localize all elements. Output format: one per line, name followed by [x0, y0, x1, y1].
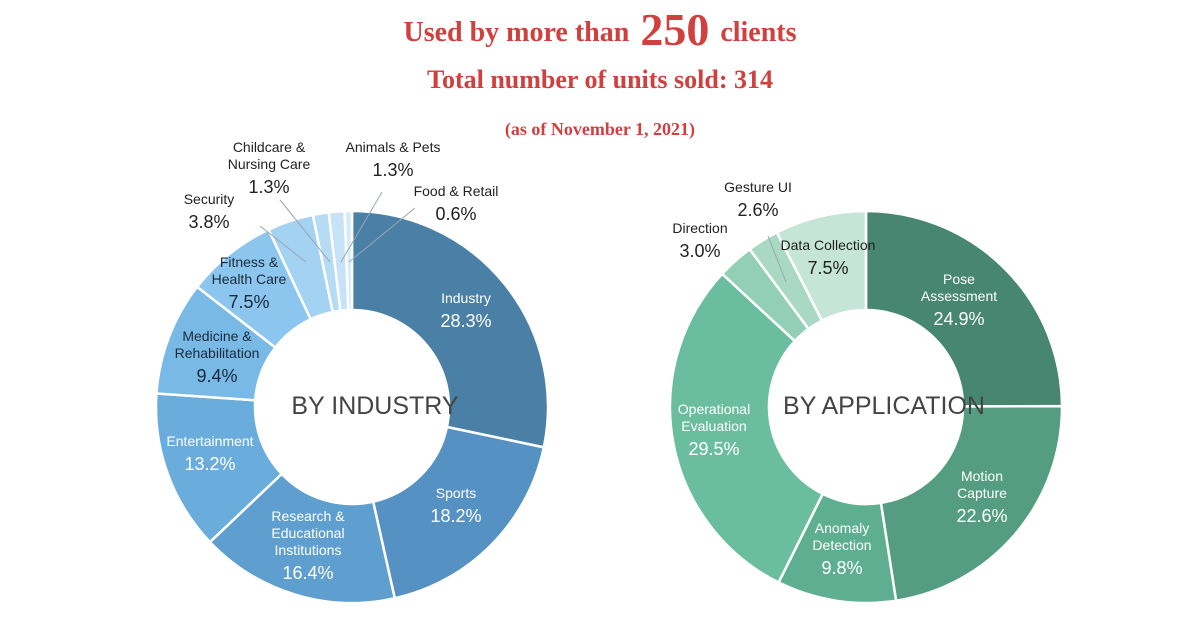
slice-name-line: Gesture UI [724, 179, 792, 195]
slice-sports [371, 425, 546, 600]
slice-value-animals-and-pets: 1.3% [372, 160, 413, 180]
slice-label-medicine-and-rehabilitation: Medicine & Rehabilitation 9.4% [175, 328, 260, 386]
slice-value-anomaly-detection: 9.8% [821, 558, 862, 578]
donut-by-industry: Industry 28.3% Sports 18.2% Research & Educat… [154, 139, 550, 605]
slice-value-pose-assessment: 24.9% [933, 309, 984, 329]
slice-value-entertainment: 13.2% [184, 454, 235, 474]
slice-value-data-collection: 7.5% [807, 258, 848, 278]
slice-name-line: Security [184, 191, 235, 207]
slice-name-line: Direction [672, 220, 727, 236]
donut-by-application: Pose Assessment 24.9% Motion Capture 22.6% Ano… [668, 179, 1064, 605]
slice-name-line: Medicine & [182, 328, 252, 344]
slice-name-line: Food & Retail [414, 183, 499, 199]
leader-line-animals-and-pets [340, 191, 383, 263]
slice-name-line: Evaluation [681, 418, 746, 434]
slice-name-line: Anomaly [815, 520, 869, 536]
slice-name-line: Nursing Care [228, 156, 311, 172]
slice-name-line: Industry [441, 290, 491, 306]
slice-value-direction: 3.0% [679, 241, 720, 261]
slice-label-operational-evaluation: Operational Evaluation 29.5% [678, 401, 750, 459]
slice-name-line: Data Collection [781, 237, 876, 253]
slice-name-line: Pose [943, 271, 975, 287]
slice-value-industry: 28.3% [440, 311, 491, 331]
slice-label-anomaly-detection: Anomaly Detection 9.8% [812, 520, 871, 578]
slice-label-direction: Direction 3.0% [672, 220, 727, 261]
leader-line-childcare-and-nursing-care [279, 199, 331, 263]
slice-food-and-retail [343, 209, 354, 312]
slice-label-pose-assessment: Pose Assessment 24.9% [921, 271, 997, 329]
slice-name-line: Entertainment [166, 433, 253, 449]
slice-label-entertainment: Entertainment 13.2% [166, 433, 253, 474]
slice-motion-capture [879, 404, 1064, 603]
slice-label-motion-capture: Motion Capture 22.6% [956, 468, 1007, 526]
headline-prefix: Used by more than [403, 17, 630, 48]
slice-data-collection [775, 209, 868, 323]
headline-units-sold: Total number of units sold: 314 [426, 65, 774, 94]
leader-line-security [259, 225, 307, 263]
slice-name-line: Detection [812, 537, 871, 553]
slice-label-industry: Industry 28.3% [440, 290, 491, 331]
headline-suffix: clients [720, 17, 797, 48]
slice-name-line: Assessment [921, 288, 997, 304]
slice-name-line: Health Care [212, 271, 287, 287]
slice-value-motion-capture: 22.6% [956, 506, 1007, 526]
headline-client-count: 250 [640, 4, 710, 55]
slice-label-food-and-retail: Food & Retail 0.6% [414, 183, 499, 224]
chart-title-by-industry: BY INDUSTRY [291, 392, 459, 420]
slice-name-line: Animals & Pets [346, 139, 441, 155]
slice-label-data-collection: Data Collection 7.5% [781, 237, 876, 278]
leader-line-gesture-ui [767, 235, 787, 283]
leader-line-food-and-retail [348, 207, 416, 263]
slice-name-line: Educational [271, 525, 344, 541]
slice-name-line: Motion [961, 468, 1003, 484]
slice-name-line: Institutions [275, 542, 342, 558]
slice-name-line: Capture [957, 485, 1007, 501]
slice-name-line: Rehabilitation [175, 345, 260, 361]
slice-value-childcare-and-nursing-care: 1.3% [248, 177, 289, 197]
slice-name-line: Fitness & [220, 254, 279, 270]
slice-pose-assessment [864, 209, 1064, 408]
slice-label-fitness-and-health-care: Fitness & Health Care 7.5% [212, 254, 287, 312]
slice-research-and-educational-institutions [208, 472, 397, 605]
slice-label-gesture-ui: Gesture UI 2.6% [724, 179, 792, 220]
slice-name-line: Operational [678, 401, 750, 417]
slice-name-line: Research & [271, 508, 345, 524]
headline-clients: Used by more than 250 clients [0, 7, 1200, 55]
slice-name-line: Childcare & [233, 139, 306, 155]
slice-value-research-and-educational-institutions: 16.4% [282, 563, 333, 583]
slice-label-research-and-educational-institutions: Research & Educational Institutions 16.4% [271, 508, 345, 583]
slice-value-fitness-and-health-care: 7.5% [228, 292, 269, 312]
slice-industry [350, 209, 550, 449]
slice-value-security: 3.8% [188, 212, 229, 232]
slice-label-security: Security 3.8% [184, 191, 235, 232]
slice-label-childcare-and-nursing-care: Childcare & Nursing Care 1.3% [228, 139, 311, 197]
slice-value-food-and-retail: 0.6% [435, 204, 476, 224]
slice-name-line: Sports [436, 485, 476, 501]
headline-as-of-date: (as of November 1, 2021) [504, 119, 696, 139]
slice-value-operational-evaluation: 29.5% [688, 439, 739, 459]
slice-value-sports: 18.2% [430, 506, 481, 526]
chart-title-by-application: BY APPLICATION [783, 392, 985, 420]
slice-value-gesture-ui: 2.6% [737, 200, 778, 220]
slice-label-sports: Sports 18.2% [430, 485, 481, 526]
slice-operational-evaluation [668, 272, 825, 585]
slice-value-medicine-and-rehabilitation: 9.4% [196, 366, 237, 386]
slice-label-animals-and-pets: Animals & Pets 1.3% [346, 139, 441, 180]
